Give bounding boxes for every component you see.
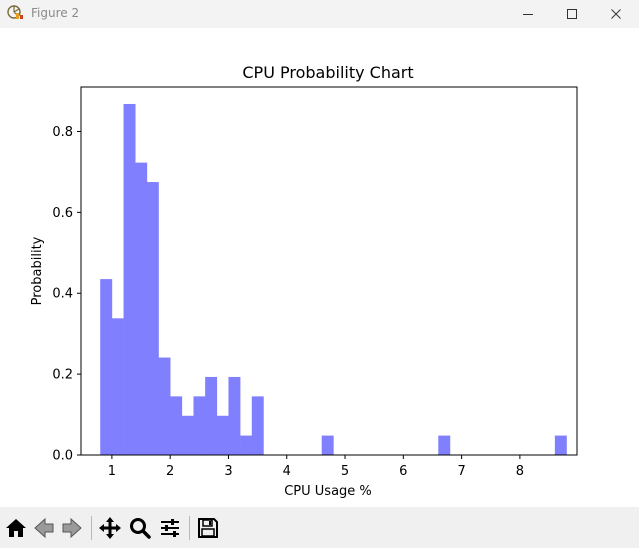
save-button[interactable] [195,515,221,541]
back-button[interactable] [31,515,57,541]
chart-title: CPU Probability Chart [242,63,413,82]
histogram-bar [228,376,241,455]
x-tick-label: 3 [224,464,232,479]
move-arrows-icon [99,517,121,539]
histogram-bar [251,396,264,455]
zoom-button[interactable] [127,515,153,541]
maximize-icon [567,9,577,19]
y-tick-label: 0.2 [52,368,73,383]
histogram-bar [205,376,218,455]
home-button[interactable] [3,515,29,541]
forward-button[interactable] [59,515,85,541]
histogram-bar [554,435,567,455]
histogram-chart: CPU Probability Chart 1 2 3 4 5 6 7 8 0.0 0.2 0.4… [30,63,578,499]
y-axis-ticks: 0.0 0.2 0.4 0.6 0.8 [52,125,81,464]
x-tick-label: 5 [341,464,349,479]
toolbar-separator [189,516,190,540]
x-tick-label: 4 [283,464,291,479]
window-title: Figure 2 [31,6,80,20]
histogram-bar [146,182,159,455]
x-tick-label: 2 [166,464,174,479]
navigation-toolbar [0,507,639,548]
toolbar-separator [91,516,92,540]
y-tick-label: 0.4 [52,287,73,302]
x-tick-label: 6 [399,464,407,479]
close-button[interactable] [593,0,639,28]
home-icon [6,519,26,537]
histogram-bar [123,103,136,455]
x-axis-label: CPU Usage % [284,484,372,499]
x-tick-label: 7 [457,464,465,479]
y-tick-label: 0.6 [52,206,73,221]
figure-canvas[interactable]: CPU Probability Chart 1 2 3 4 5 6 7 8 0.0 0.2 0.4… [0,28,639,507]
magnifier-icon [130,518,151,539]
histogram-bar [321,435,334,455]
x-tick-label: 1 [108,464,116,479]
histogram-bar [193,396,206,455]
minimize-button[interactable] [505,0,551,28]
axes-frame [80,86,578,456]
histogram-bar [100,279,113,455]
sliders-icon [161,519,179,537]
x-axis-ticks: 1 2 3 4 5 6 7 8 [108,455,524,479]
forward-arrow-icon [62,517,82,539]
histogram-bar [111,318,124,455]
histogram-bar [135,162,148,455]
minimize-icon [523,14,533,15]
back-arrow-icon [34,517,54,539]
y-tick-label: 0.8 [52,125,73,140]
histogram-bar [438,435,451,455]
histogram-bar [240,435,253,455]
maximize-button[interactable] [549,0,595,28]
y-axis-label: Probability [30,236,45,305]
histogram-bar [170,396,183,455]
subplots-button[interactable] [157,515,183,541]
histogram-bar [158,357,171,455]
matplotlib-figure-icon [7,4,25,22]
histogram-bar [216,415,229,455]
window-titlebar: Figure 2 [0,0,639,28]
close-icon [611,9,621,19]
floppy-disk-icon [198,518,218,538]
pan-button[interactable] [97,515,123,541]
bars-group [100,103,567,455]
histogram-bar [181,415,194,455]
y-tick-label: 0.0 [52,449,73,464]
x-tick-label: 8 [516,464,524,479]
